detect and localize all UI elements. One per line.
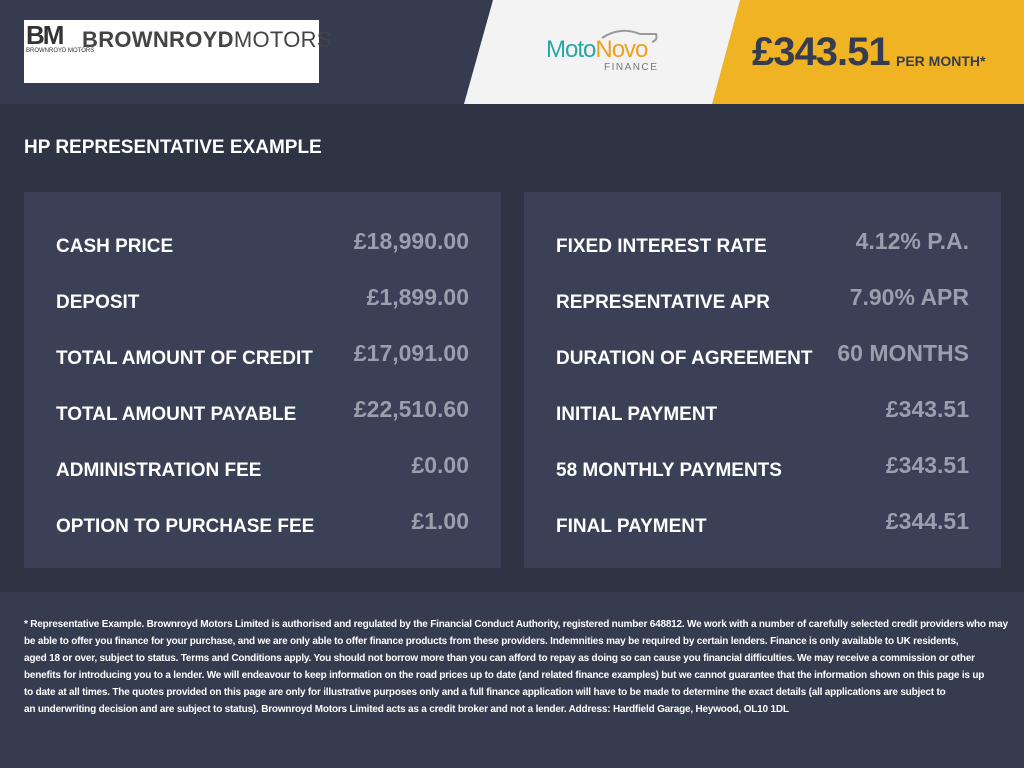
row-value: £343.51 [885, 452, 969, 478]
row-value: £343.51 [885, 396, 969, 422]
row-label: 58 MONTHLY PAYMENTS [556, 460, 782, 481]
row-value: £17,091.00 [353, 340, 469, 366]
row-value: £1.00 [411, 508, 469, 534]
finance-row: INITIAL PAYMENT £343.51 [556, 396, 969, 426]
disclaimer: * Representative Example. Brownroyd Moto… [24, 616, 1008, 718]
row-value: £22,510.60 [353, 396, 469, 422]
finance-row: CASH PRICE £18,990.00 [56, 228, 469, 258]
dealer-logo: BM BROWNROYD MOTORS BROWNROYDMOTORS [24, 20, 331, 83]
finance-row: DURATION OF AGREEMENT 60 MONTHS [556, 340, 969, 370]
price-panel [712, 0, 1024, 104]
left-finance-panel: CASH PRICE £18,990.00 DEPOSIT £1,899.00 TOTA… [24, 192, 501, 568]
row-value: 4.12% P.A. [855, 228, 969, 254]
finance-row: 58 MONTHLY PAYMENTS £343.51 [556, 452, 969, 482]
per-month-label: PER MONTH* [896, 53, 986, 69]
row-label: TOTAL AMOUNT OF CREDIT [56, 348, 313, 369]
row-value: £0.00 [411, 452, 469, 478]
finance-logo-sub: FINANCE [604, 62, 659, 73]
finance-row: ADMINISTRATION FEE £0.00 [56, 452, 469, 482]
row-value: 7.90% APR [849, 284, 969, 310]
finance-logo-panel [464, 0, 754, 104]
disclaimer-line: aged 18 or over, subject to status. Term… [24, 653, 975, 664]
dealer-name: BROWNROYDMOTORS [82, 27, 332, 52]
disclaimer-line: to date at all times. The quotes provide… [24, 687, 946, 698]
car-swoosh-icon [601, 29, 658, 43]
finance-row: TOTAL AMOUNT PAYABLE £22,510.60 [56, 396, 469, 426]
finance-row: TOTAL AMOUNT OF CREDIT £17,091.00 [56, 340, 469, 370]
row-label: FINAL PAYMENT [556, 516, 707, 537]
row-label: REPRESENTATIVE APR [556, 292, 770, 313]
disclaimer-line: benefits for introducing you to a lender… [24, 670, 985, 681]
disclaimer-line: * Representative Example. Brownroyd Moto… [24, 619, 1008, 630]
right-finance-panel: FIXED INTEREST RATE 4.12% P.A. REPRESENTAT… [524, 192, 1001, 568]
row-value: £1,899.00 [366, 284, 469, 310]
row-value: 60 MONTHS [837, 340, 969, 366]
row-value: £344.51 [885, 508, 969, 534]
finance-row: REPRESENTATIVE APR 7.90% APR [556, 284, 969, 314]
row-label: INITIAL PAYMENT [556, 404, 718, 425]
monthly-price: £343.51 [752, 30, 891, 74]
finance-logo: MotoNovo [546, 36, 648, 63]
disclaimer-line: an underwriting decision and are subject… [24, 704, 789, 715]
row-label: FIXED INTEREST RATE [556, 236, 767, 257]
footer [0, 592, 1024, 768]
row-label: DURATION OF AGREEMENT [556, 348, 813, 369]
finance-row: FIXED INTEREST RATE 4.12% P.A. [556, 228, 969, 258]
page-title: HP REPRESENTATIVE EXAMPLE [24, 137, 322, 158]
row-label: ADMINISTRATION FEE [56, 460, 262, 481]
finance-row: DEPOSIT £1,899.00 [56, 284, 469, 314]
dealer-monogram-sub: BROWNROYD MOTORS [26, 48, 95, 54]
disclaimer-line: be able to offer you finance for your pu… [24, 636, 959, 647]
finance-row: FINAL PAYMENT £344.51 [556, 508, 969, 538]
row-label: OPTION TO PURCHASE FEE [56, 516, 315, 537]
row-label: DEPOSIT [56, 292, 140, 313]
row-label: TOTAL AMOUNT PAYABLE [56, 404, 297, 425]
row-value: £18,990.00 [353, 228, 469, 254]
finance-row: OPTION TO PURCHASE FEE £1.00 [56, 508, 469, 538]
row-label: CASH PRICE [56, 236, 174, 257]
dealer-monogram: BM [26, 20, 64, 50]
